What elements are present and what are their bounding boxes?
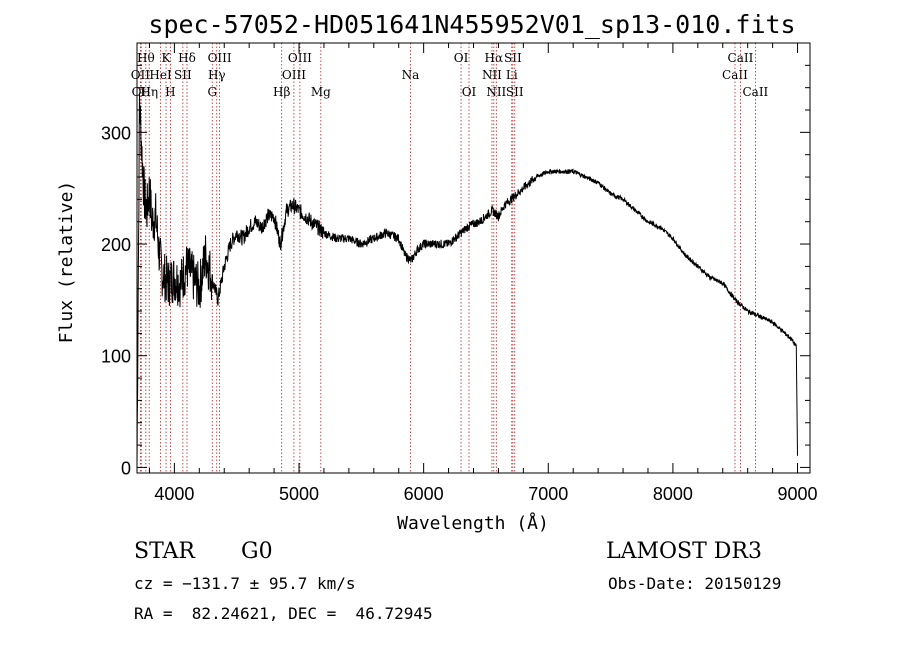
line-marker-label: K <box>162 51 172 65</box>
spectrum-line <box>136 94 798 468</box>
line-marker-label: CaII <box>728 51 754 65</box>
y-axis-label: Flux (relative) <box>56 181 77 344</box>
chart-title: spec-57052-HD051641N455952V01_sp13-010.f… <box>148 10 795 39</box>
line-marker-label: Mg <box>311 85 331 99</box>
object-class: STAR <box>134 539 195 564</box>
line-marker-label: SII <box>174 68 192 82</box>
line-marker-label: Hβ <box>273 85 290 99</box>
line-marker-label: OII <box>132 85 152 99</box>
line-marker-group: OII OII Hθ Hη HeI K H SII Hδ G Hγ OIII Hβ OIII OIII Mg N… <box>131 43 769 473</box>
line-marker-label: Li <box>506 68 518 82</box>
line-marker-label: SII <box>506 85 524 99</box>
line-marker-label: CaII <box>742 85 768 99</box>
survey-name: LAMOST DR3 <box>606 539 762 564</box>
object-subclass: G0 <box>241 539 273 564</box>
plot-frame <box>136 42 811 474</box>
observation-date: Obs-Date: 20150129 <box>608 574 782 593</box>
redshift-readout: cz = −131.7 ± 95.7 km/s <box>134 574 356 593</box>
line-marker-label: CaII <box>722 68 748 82</box>
line-marker-label: NII <box>486 85 506 99</box>
x-tick-label: 5000 <box>279 484 319 504</box>
line-marker-label: Hα <box>485 51 504 65</box>
line-marker-label: OIII <box>208 51 232 65</box>
x-tick-label: 9000 <box>778 484 818 504</box>
line-marker-label: SII <box>504 51 522 65</box>
line-marker-label: H <box>165 85 175 99</box>
x-axis-label: Wavelength (Å) <box>397 512 549 534</box>
y-tick-label: 100 <box>101 347 131 367</box>
line-marker-label: OI <box>454 51 469 65</box>
line-marker-label: Hη <box>140 85 158 99</box>
line-marker-label: Hγ <box>208 68 226 82</box>
x-axis: 4000 5000 6000 7000 8000 9000 <box>148 43 818 504</box>
line-marker-label: NII <box>482 68 502 82</box>
y-axis: 0 100 200 300 <box>101 64 810 478</box>
line-marker-label: OIII <box>288 51 312 65</box>
coordinates: RA = 82.24621, DEC = 46.72945 <box>134 604 433 623</box>
x-tick-label: 4000 <box>154 484 194 504</box>
y-tick-label: 200 <box>101 235 131 255</box>
line-marker-label: OII <box>131 68 151 82</box>
y-tick-label: 300 <box>101 123 131 143</box>
line-marker-label: G <box>207 85 217 99</box>
line-marker-label: Na <box>402 68 420 82</box>
x-tick-label: 8000 <box>653 484 693 504</box>
line-marker-label: OI <box>462 85 477 99</box>
line-marker-label: OIII <box>282 68 306 82</box>
x-tick-label: 6000 <box>404 484 444 504</box>
line-marker-label: Hθ <box>137 51 155 65</box>
x-tick-label: 7000 <box>528 484 568 504</box>
line-marker-label: Hδ <box>178 51 196 65</box>
line-marker-label: HeI <box>149 68 172 82</box>
y-tick-label: 0 <box>121 458 131 478</box>
